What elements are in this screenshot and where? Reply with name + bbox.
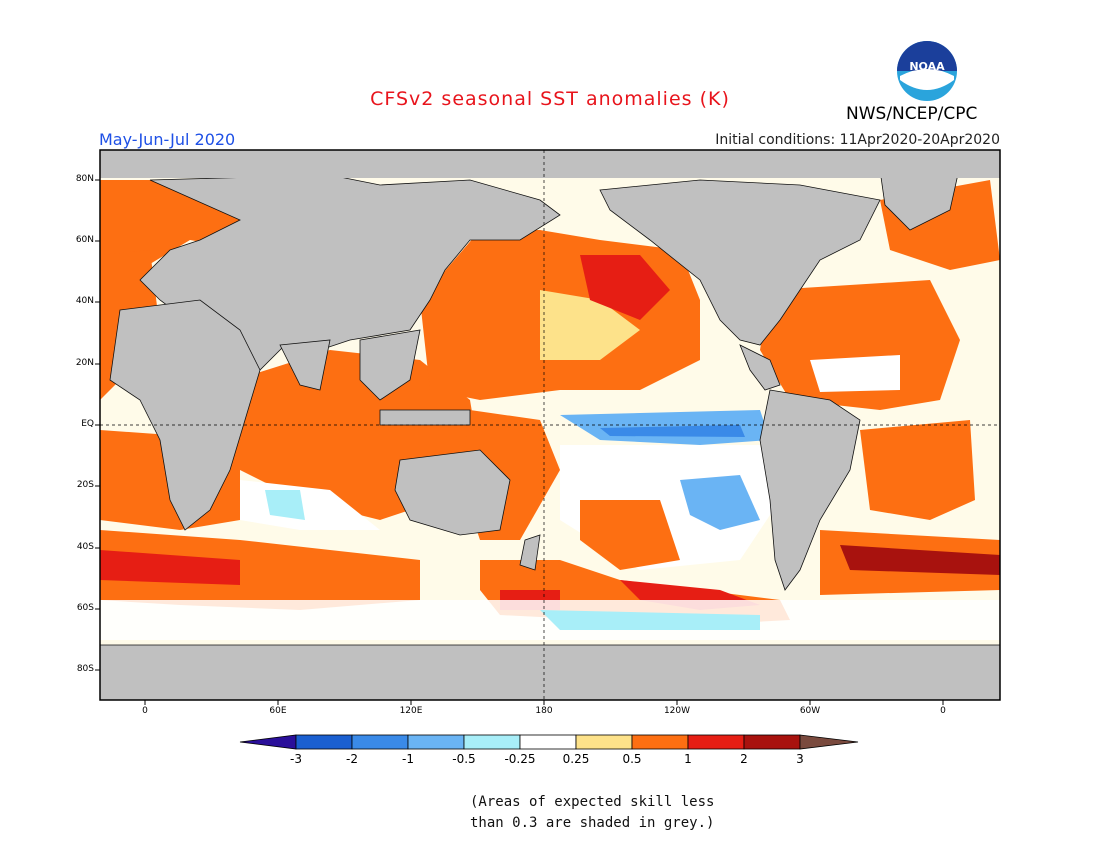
map-title: CFSv2 seasonal SST anomalies (K) (370, 88, 730, 110)
season-label: May-Jun-Jul 2020 (99, 130, 236, 149)
skill-note-line: than 0.3 are shaded in grey.) (470, 815, 715, 831)
colorbar-label: -2 (346, 752, 358, 766)
lat-label: 20N (75, 358, 94, 368)
lon-label: 0 (940, 706, 946, 716)
lon-label: 0 (142, 706, 148, 716)
colorbar-label: -3 (290, 752, 302, 766)
lat-label: 80N (75, 174, 94, 184)
continents (99, 150, 1001, 701)
skill-note: (Areas of expected skill less than 0.3 a… (470, 792, 730, 834)
colorbar-label: 3 (796, 752, 804, 766)
lat-label: EQ (81, 419, 94, 429)
lat-label: 40N (75, 296, 94, 306)
lon-label: 120W (663, 706, 691, 716)
lat-label: 40S (76, 542, 94, 552)
initial-conditions: Initial conditions: 11Apr2020-20Apr2020 (715, 132, 1000, 148)
colorbar-label: 0.25 (562, 752, 590, 766)
colorbar-label: 2 (740, 752, 748, 766)
lat-label: 20S (76, 480, 94, 490)
skill-note-line: (Areas of expected skill less (470, 794, 715, 810)
lon-label: 60E (269, 706, 287, 716)
lat-label: 60N (75, 235, 94, 245)
lon-label: 120E (399, 706, 423, 716)
colorbar-label: -0.25 (504, 752, 536, 766)
lat-label: 60S (76, 603, 94, 613)
noaa-logo-icon: NOAA (896, 40, 958, 106)
colorbar-label: -0.5 (452, 752, 476, 766)
colorbar-label: -1 (402, 752, 414, 766)
anomaly-fields (100, 180, 1000, 640)
colorbar-label: 0.5 (622, 752, 642, 766)
org-label: NWS/NCEP/CPC (846, 104, 978, 124)
lon-label: 60W (799, 706, 821, 716)
lat-label: 80S (76, 664, 94, 674)
svg-text:NOAA: NOAA (909, 60, 945, 73)
colorbar-label: 1 (684, 752, 692, 766)
lon-label: 180 (535, 706, 553, 716)
reference-lines (100, 150, 1000, 700)
